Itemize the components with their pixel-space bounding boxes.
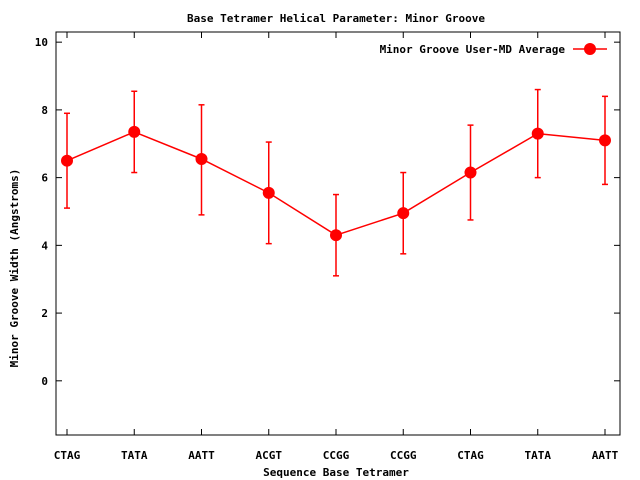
data-point (128, 125, 141, 138)
x-axis-label: Sequence Base Tetramer (263, 466, 409, 479)
x-tick-label: ACGT (256, 449, 283, 462)
x-tick-label: AATT (592, 449, 619, 462)
y-tick-label: 0 (41, 375, 48, 388)
x-tick-label: CCGG (390, 449, 417, 462)
x-tick-label: TATA (525, 449, 552, 462)
x-tick-label: TATA (121, 449, 148, 462)
data-point (262, 186, 275, 199)
y-axis-label: Minor Groove Width (Angstroms) (8, 169, 21, 368)
data-point (195, 152, 208, 165)
y-tick-label: 4 (41, 239, 48, 252)
data-point (397, 207, 410, 220)
x-tick-label: AATT (188, 449, 215, 462)
legend-marker (584, 43, 596, 55)
x-tick-label: CTAG (457, 449, 484, 462)
plot-frame (55, 31, 621, 436)
y-tick-label: 8 (41, 104, 48, 117)
legend: Minor Groove User-MD Average (380, 43, 607, 56)
y-axis-ticks: 0 2 4 6 8 10 (35, 36, 620, 388)
data-points (61, 125, 611, 242)
data-point (330, 229, 342, 242)
y-tick-label: 6 (41, 172, 48, 185)
data-point (531, 127, 544, 140)
y-tick-label: 2 (41, 307, 48, 320)
y-tick-label: 10 (35, 36, 48, 49)
x-tick-label: CTAG (54, 449, 81, 462)
x-axis-ticks: CTAG TATA AATT ACGT CCGG CCGG CTAG TATA AATT (54, 32, 619, 462)
data-point (61, 154, 73, 167)
data-point (464, 166, 477, 179)
data-point (599, 134, 611, 147)
error-bars (64, 88, 608, 277)
x-tick-label: CCGG (323, 449, 350, 462)
chart-title: Base Tetramer Helical Parameter: Minor G… (187, 12, 485, 25)
legend-label: Minor Groove User-MD Average (380, 43, 566, 56)
